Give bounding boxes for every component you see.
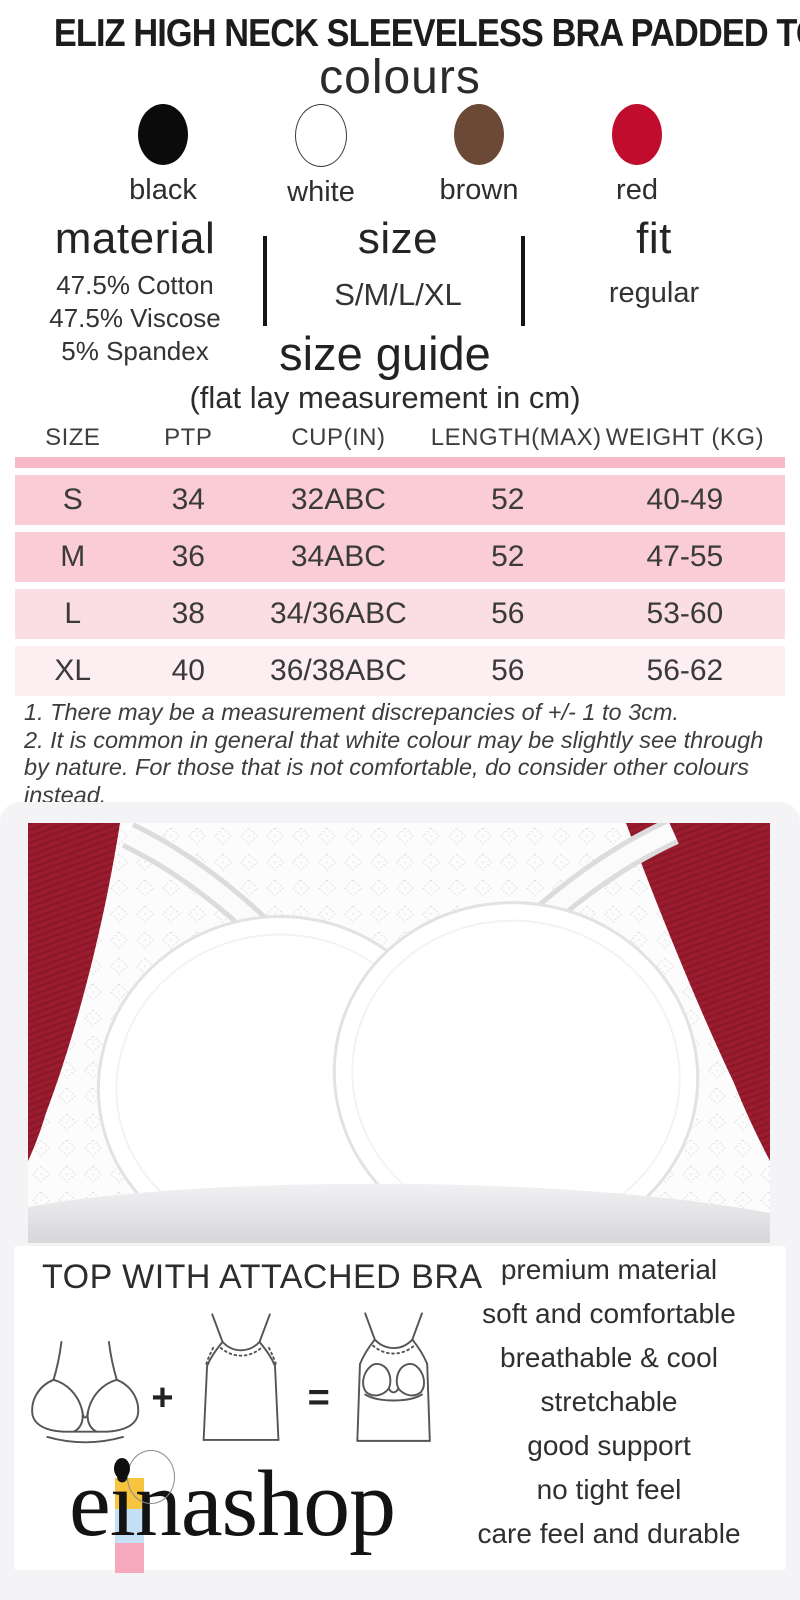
cell-weight: 56-62 <box>646 654 724 687</box>
product-photo <box>28 823 770 1243</box>
colour-option-white: white <box>272 104 370 209</box>
white-swatch-icon <box>295 104 347 167</box>
logo-blue-block <box>115 1509 144 1543</box>
plus-sign: + <box>151 1377 174 1419</box>
column-header: PTP <box>164 424 213 451</box>
material-item: 5% Spandex <box>61 336 209 366</box>
size-guide-table: SIZE PTP CUP(IN) LENGTH(MAX) WEIGHT (KG)… <box>15 422 785 696</box>
spec-columns: material 47.5% Cotton 47.5% Viscose 5% S… <box>0 214 800 366</box>
cell-size: XL <box>54 654 92 687</box>
swatch-label: red <box>616 174 658 206</box>
vertical-divider <box>521 236 525 326</box>
cell-ptp: 34 <box>171 483 205 516</box>
fit-value: regular <box>608 277 700 309</box>
colour-swatch-row: black white brown red <box>0 104 800 209</box>
cell-length: 52 <box>491 540 525 573</box>
cell-cup: 34/36ABC <box>270 597 407 630</box>
size-value: S/M/L/XL <box>334 277 462 312</box>
bra-sketch-icon <box>31 1341 140 1444</box>
column-header: LENGTH(MAX) <box>430 424 602 451</box>
size-column: size S/M/L/XL <box>292 214 504 313</box>
colour-option-brown: brown <box>430 104 528 209</box>
feature-item: no tight feel <box>536 1474 682 1505</box>
cell-weight: 47-55 <box>646 540 724 573</box>
feature-item: care feel and durable <box>477 1518 741 1549</box>
swatch-label: black <box>129 174 197 206</box>
measurement-notes: 1. There may be a measurement discrepanc… <box>24 699 786 809</box>
material-item: 47.5% Cotton <box>56 270 214 300</box>
black-swatch-icon <box>138 104 188 165</box>
column-header: SIZE <box>45 424 101 451</box>
table-row: L 38 34/36ABC 56 53-60 <box>15 589 785 639</box>
table-row: XL 40 36/38ABC 56 56-62 <box>15 646 785 696</box>
column-header: WEIGHT (KG) <box>605 424 765 451</box>
cell-cup: 36/38ABC <box>270 654 407 687</box>
logo-dot-ornament <box>114 1458 130 1479</box>
cell-ptp: 36 <box>171 540 205 573</box>
cell-size: L <box>64 597 82 630</box>
top-sketch-icon <box>202 1313 279 1441</box>
size-guide-subheading: (flat lay measurement in cm) <box>189 380 581 415</box>
cell-ptp: 38 <box>171 597 205 630</box>
brown-swatch-icon <box>454 104 504 165</box>
material-heading: material <box>54 214 216 263</box>
size-guide-heading: size guide <box>279 327 491 380</box>
swatch-label: brown <box>439 174 519 206</box>
size-heading: size <box>357 214 439 263</box>
feature-item: premium material <box>500 1254 718 1285</box>
cell-cup: 32ABC <box>290 483 386 516</box>
cell-length: 56 <box>491 597 525 630</box>
column-header: CUP(IN) <box>291 424 386 451</box>
attached-bra-heading: TOP WITH ATTACHED BRA <box>42 1258 483 1296</box>
bra-top-sketch-icon <box>356 1312 431 1442</box>
colours-heading: colours <box>319 51 481 104</box>
vertical-divider <box>263 236 267 326</box>
note-2: 2. It is common in general that white co… <box>24 726 764 808</box>
feature-item: stretchable <box>540 1386 678 1417</box>
cell-ptp: 40 <box>171 654 205 687</box>
equation-diagrams: + = <box>28 1302 448 1454</box>
page-title: ELIZ HIGH NECK SLEEVELESS BRA PADDED TOP <box>53 12 800 55</box>
feature-list: premium material soft and comfortable br… <box>454 1248 764 1556</box>
cell-size: S <box>62 483 83 516</box>
equals-sign: = <box>307 1377 330 1419</box>
cell-weight: 40-49 <box>646 483 724 516</box>
note-1: 1. There may be a measurement discrepanc… <box>24 699 680 725</box>
feature-item: breathable & cool <box>500 1342 718 1373</box>
cell-cup: 34ABC <box>290 540 386 573</box>
table-row: S 34 32ABC 52 40-49 <box>15 475 785 525</box>
colour-option-black: black <box>114 104 212 209</box>
brand-logo: einashop <box>69 1448 439 1573</box>
swatch-label: white <box>287 176 355 208</box>
product-card: TOP WITH ATTACHED BRA premium material s… <box>0 802 800 1600</box>
fit-column: fit regular <box>556 214 752 310</box>
colour-option-red: red <box>588 104 686 209</box>
material-column: material 47.5% Cotton 47.5% Viscose 5% S… <box>26 214 244 368</box>
info-panel: TOP WITH ATTACHED BRA premium material s… <box>14 1246 786 1573</box>
red-swatch-icon <box>612 104 662 165</box>
feature-item: soft and comfortable <box>482 1298 736 1329</box>
cell-length: 56 <box>491 654 525 687</box>
table-header-row: SIZE PTP CUP(IN) LENGTH(MAX) WEIGHT (KG) <box>15 422 785 454</box>
material-item: 47.5% Viscose <box>49 303 221 333</box>
cell-weight: 53-60 <box>646 597 724 630</box>
pink-divider-strip <box>15 457 785 468</box>
logo-swirl-ornament <box>127 1450 175 1504</box>
cell-size: M <box>60 540 86 573</box>
fit-heading: fit <box>636 214 672 263</box>
logo-pink-block <box>115 1543 144 1573</box>
feature-item: good support <box>527 1430 691 1461</box>
table-row: M 36 34ABC 52 47-55 <box>15 532 785 582</box>
cell-length: 52 <box>491 483 525 516</box>
